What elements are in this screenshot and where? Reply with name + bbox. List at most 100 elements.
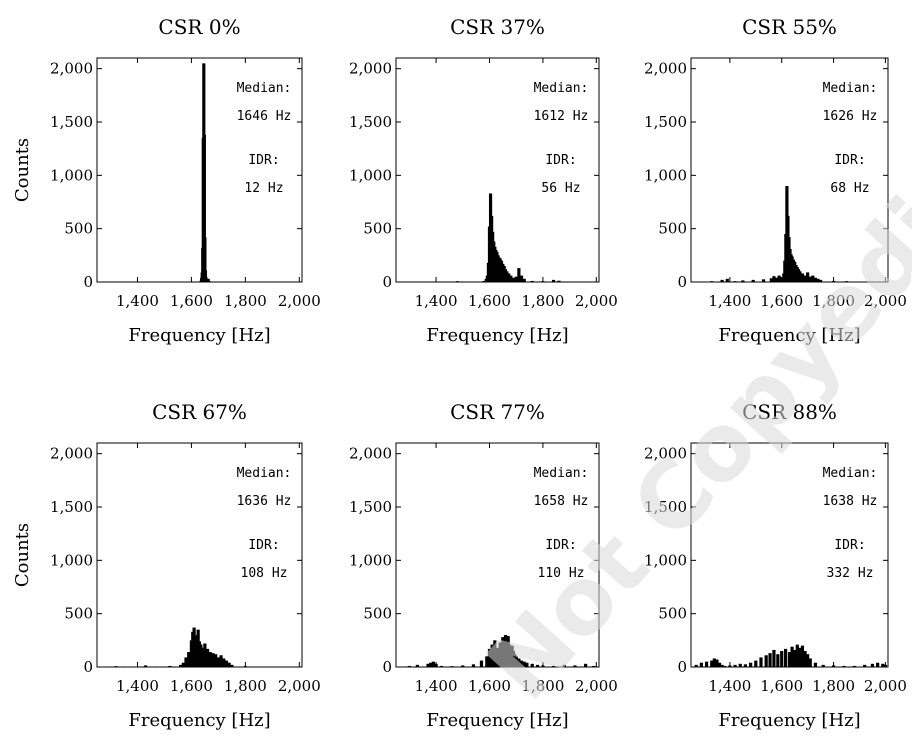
histogram-bar bbox=[429, 662, 433, 667]
histogram-bar bbox=[227, 662, 231, 667]
x-tick-label: 2,000 bbox=[575, 292, 618, 310]
histogram-bar bbox=[584, 663, 588, 667]
y-tick-label: 1,000 bbox=[50, 166, 93, 184]
median-value: 1626 Hz bbox=[823, 109, 878, 124]
x-tick-label: 1,400 bbox=[415, 292, 458, 310]
idr-value: 108 Hz bbox=[241, 566, 288, 581]
histogram-bar bbox=[517, 268, 521, 282]
x-tick-label: 1,800 bbox=[521, 677, 564, 695]
histogram-bar bbox=[780, 651, 784, 667]
panel-title: CSR 55% bbox=[742, 15, 837, 39]
y-tick-label: 500 bbox=[363, 605, 392, 623]
histogram-bar bbox=[493, 640, 497, 667]
x-tick-label: 1,400 bbox=[116, 677, 159, 695]
panel-title: CSR 88% bbox=[742, 400, 837, 424]
panel-title: CSR 37% bbox=[450, 15, 545, 39]
y-tick-label: 2,000 bbox=[349, 445, 392, 463]
histogram-bar bbox=[514, 276, 518, 282]
histogram-bar bbox=[741, 280, 745, 282]
y-tick-label: 0 bbox=[677, 273, 687, 291]
y-tick-label: 1,000 bbox=[50, 551, 93, 569]
histogram-bar bbox=[514, 656, 518, 667]
y-tick-label: 1,500 bbox=[349, 498, 392, 516]
panel-6: CSR 88% 1,400 1,600 1,800 2,000 0 500 1,000 1,50… bbox=[644, 400, 907, 731]
histogram-bar bbox=[876, 662, 880, 667]
histogram-bar bbox=[806, 272, 810, 282]
axis-frame bbox=[395, 442, 600, 668]
histogram-bar bbox=[184, 657, 188, 667]
y-tick-label: 0 bbox=[382, 658, 392, 676]
histogram-bar bbox=[407, 665, 411, 667]
x-tick-label: 2,000 bbox=[864, 292, 907, 310]
histogram-bar bbox=[800, 273, 805, 282]
y-tick-label: 0 bbox=[677, 658, 687, 676]
axis-frame bbox=[690, 442, 889, 668]
histogram-bar bbox=[562, 664, 566, 667]
histogram-bar bbox=[431, 661, 435, 667]
histogram-bar bbox=[522, 661, 526, 667]
histogram-bar bbox=[505, 271, 509, 282]
x-tick-label: 2,000 bbox=[278, 677, 321, 695]
histogram-bar bbox=[870, 663, 875, 667]
histogram-bar bbox=[803, 651, 807, 667]
histogram-bar bbox=[712, 658, 716, 667]
histogram-bar bbox=[490, 644, 494, 667]
histogram-bar bbox=[415, 664, 419, 667]
histogram-bar bbox=[733, 664, 737, 667]
idr-label: IDR: bbox=[834, 153, 865, 168]
y-tick-label: 1,000 bbox=[644, 166, 687, 184]
histogram-bar bbox=[710, 660, 714, 667]
median-value: 1646 Hz bbox=[237, 109, 292, 124]
y-tick-label: 0 bbox=[382, 273, 392, 291]
x-tick-label: 1,400 bbox=[708, 677, 751, 695]
median-label: Median: bbox=[237, 81, 292, 96]
histogram-bar bbox=[761, 279, 766, 282]
histogram-bar bbox=[743, 664, 748, 667]
histogram-bar bbox=[519, 275, 524, 282]
histogram-bar bbox=[751, 279, 755, 282]
histogram-bar bbox=[535, 664, 540, 667]
histogram-bar bbox=[511, 277, 516, 282]
x-axis-label: Frequency [Hz] bbox=[128, 325, 270, 346]
x-axis-label: Frequency [Hz] bbox=[718, 325, 860, 346]
x-tick-label: 1,800 bbox=[812, 677, 855, 695]
histogram-bar bbox=[168, 665, 172, 667]
y-tick-label: 500 bbox=[658, 605, 687, 623]
histogram-bar bbox=[772, 649, 776, 667]
x-tick-label: 1,800 bbox=[224, 292, 267, 310]
idr-label: IDR: bbox=[545, 538, 576, 553]
x-tick-label: 1,400 bbox=[415, 677, 458, 695]
y-tick-label: 1,000 bbox=[349, 166, 392, 184]
axis-frame bbox=[96, 442, 303, 668]
y-tick-label: 1,500 bbox=[50, 113, 93, 131]
histogram-bar bbox=[498, 642, 502, 667]
x-tick-label: 1,800 bbox=[812, 292, 855, 310]
y-axis-label-top: Counts bbox=[12, 138, 33, 202]
panel-title: CSR 0% bbox=[158, 15, 240, 39]
axis-frame bbox=[395, 57, 600, 283]
y-axis-label-bottom: Counts bbox=[12, 523, 33, 587]
histogram-bar bbox=[821, 664, 825, 667]
histogram-bar bbox=[426, 663, 430, 667]
histogram-bar bbox=[202, 134, 206, 282]
y-tick-label: 500 bbox=[658, 220, 687, 238]
histogram-bar bbox=[725, 278, 729, 282]
x-axis-label: Frequency [Hz] bbox=[426, 710, 568, 731]
axis-frame bbox=[96, 57, 303, 283]
y-tick-label: 500 bbox=[64, 220, 93, 238]
histogram-bar bbox=[522, 278, 526, 282]
idr-value: 12 Hz bbox=[244, 181, 283, 196]
histogram-bar bbox=[768, 653, 772, 667]
x-axis-label: Frequency [Hz] bbox=[128, 710, 270, 731]
histogram-bar bbox=[461, 665, 465, 667]
histogram-bar bbox=[795, 644, 799, 667]
y-tick-label: 1,500 bbox=[644, 498, 687, 516]
median-value: 1612 Hz bbox=[534, 109, 589, 124]
histogram-bar bbox=[530, 663, 534, 667]
idr-value: 68 Hz bbox=[830, 181, 869, 196]
y-tick-label: 2,000 bbox=[349, 60, 392, 78]
x-tick-label: 2,000 bbox=[864, 677, 907, 695]
histogram-bar bbox=[471, 664, 476, 667]
y-tick-label: 1,500 bbox=[644, 113, 687, 131]
panel-title: CSR 77% bbox=[450, 400, 545, 424]
